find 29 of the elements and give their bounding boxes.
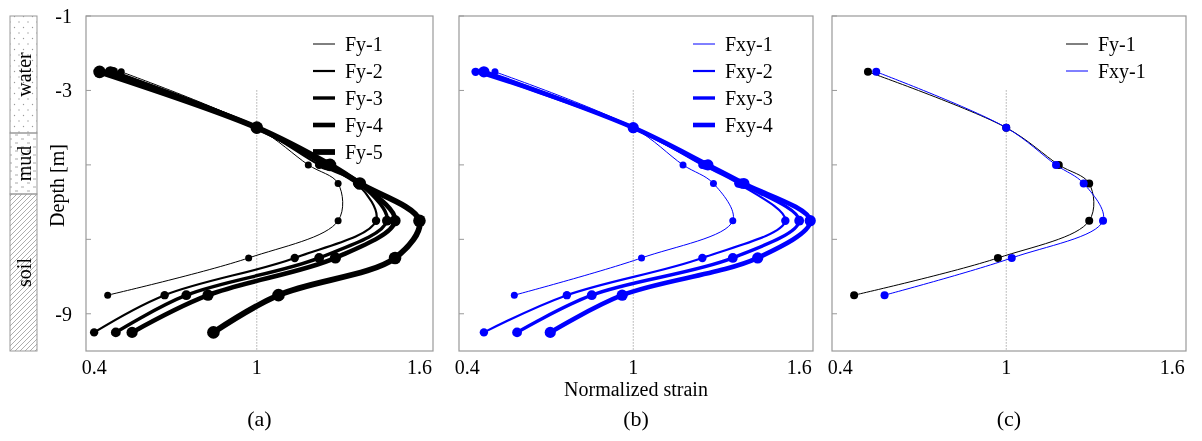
legend-label: Fy-2	[345, 60, 383, 83]
legend-label: Fxy-3	[725, 87, 773, 110]
x-axis-title: Normalized strain	[564, 378, 708, 400]
legend-label: Fy-4	[345, 114, 383, 137]
legend-label: Fxy-4	[725, 114, 773, 137]
legend-label: Fy-3	[345, 87, 383, 110]
legend-label: Fy-1	[345, 33, 383, 56]
x-tick-label: 1	[251, 356, 262, 378]
x-tick-label: 0.4	[454, 356, 480, 378]
x-tick-label: 1	[628, 356, 639, 378]
y-tick-label: -1	[55, 5, 72, 27]
x-tick-label: 0.4	[81, 356, 107, 378]
legend-label: Fy-1	[1098, 33, 1136, 56]
soil-column: water mud soil	[9, 15, 38, 352]
text: (a)	[247, 406, 272, 431]
y-tick-label: -3	[55, 79, 72, 102]
legend-label: Fy-5	[345, 141, 383, 164]
x-tick-label: 1	[1001, 356, 1012, 378]
text: (c)	[996, 406, 1022, 431]
x-tick-label: 1.6	[406, 356, 432, 378]
y-axis-title: Depth [m]	[46, 144, 69, 227]
x-tick-label: 0.4	[827, 356, 853, 378]
legend-label: Fxy-1	[725, 33, 773, 56]
x-tick-label: 1.6	[786, 356, 812, 378]
text: (b)	[623, 406, 649, 431]
legend-label: Fxy-1	[1098, 60, 1146, 83]
y-tick-label: -9	[55, 302, 72, 325]
legend-label: Fxy-2	[725, 60, 773, 83]
x-tick-label: 1.6	[1159, 356, 1185, 378]
